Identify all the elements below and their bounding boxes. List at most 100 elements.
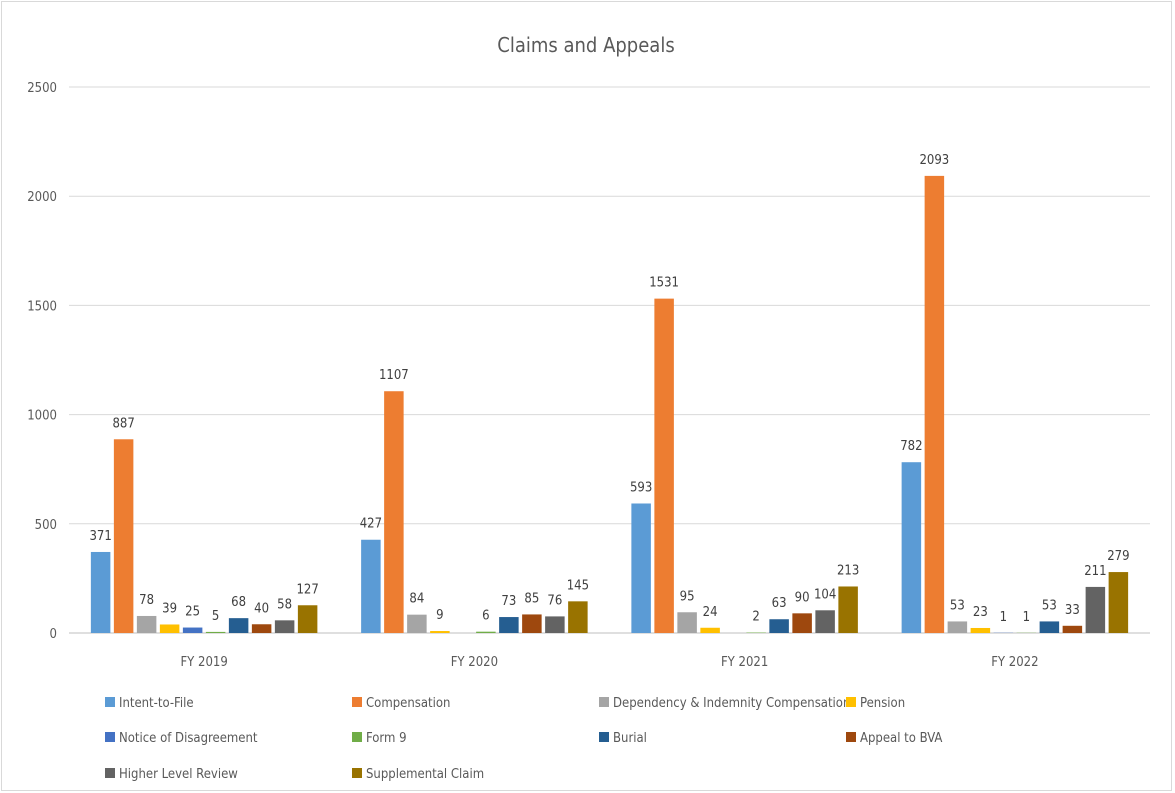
data-label: 84 <box>409 592 424 607</box>
legend-swatch <box>599 732 609 742</box>
legend-label: Supplemental Claim <box>366 767 484 782</box>
legend-swatch <box>846 732 856 742</box>
data-label: 85 <box>524 591 539 606</box>
y-tick-label: 500 <box>35 518 57 533</box>
bar <box>274 620 295 633</box>
data-label: 63 <box>772 596 787 611</box>
data-label: 279 <box>1107 549 1129 564</box>
bar <box>677 612 697 633</box>
bar <box>407 614 427 633</box>
legend-label: Pension <box>860 696 905 711</box>
bar <box>924 175 945 633</box>
bar <box>838 586 858 633</box>
bar <box>1039 621 1060 633</box>
legend-label: Notice of Disagreement <box>119 731 258 746</box>
legend-item: Dependency & Indemnity Compensation <box>599 696 850 711</box>
data-label: 145 <box>567 578 589 593</box>
data-label: 53 <box>1042 598 1057 613</box>
bar <box>361 539 381 633</box>
legend-item: Pension <box>846 696 905 711</box>
legend-item: Notice of Disagreement <box>105 731 258 746</box>
legend-item: Appeal to BVA <box>846 731 942 746</box>
legend: Intent-to-File Compensation Dependency & I… <box>105 696 942 782</box>
data-label: 5 <box>212 609 219 624</box>
chart-title: Claims and Appeals <box>497 33 674 57</box>
y-tick-label: 1000 <box>27 409 57 424</box>
bar <box>251 624 272 633</box>
bar <box>947 621 968 633</box>
data-label: 427 <box>360 517 382 532</box>
legend-swatch <box>846 697 856 707</box>
legend-label: Burial <box>613 731 647 746</box>
legend-item: Intent-to-File <box>105 696 194 711</box>
data-label: 2093 <box>919 153 949 168</box>
legend-item: Compensation <box>352 696 450 711</box>
data-label: 25 <box>185 605 200 620</box>
bar <box>545 616 565 633</box>
bar <box>970 627 991 633</box>
y-axis: 0 500 1000 1500 2000 2500 <box>27 81 57 642</box>
data-label: 58 <box>277 597 292 612</box>
legend-swatch <box>105 732 115 742</box>
data-label: 76 <box>547 593 562 608</box>
bar <box>297 605 318 633</box>
y-tick-label: 1500 <box>27 299 57 314</box>
data-label: 73 <box>501 594 516 609</box>
data-label: 1107 <box>379 368 409 383</box>
y-tick-label: 0 <box>50 627 57 642</box>
bar <box>568 601 588 633</box>
x-axis: FY 2019 FY 2020 FY 2021 FY 2022 <box>180 655 1038 670</box>
bar <box>430 631 450 633</box>
legend-label: Higher Level Review <box>119 767 238 782</box>
bar <box>205 631 226 633</box>
bar <box>136 615 157 633</box>
data-label: 6 <box>482 609 489 624</box>
legend-swatch <box>105 768 115 778</box>
data-label: 9 <box>436 608 443 623</box>
data-label: 127 <box>296 582 318 597</box>
y-tick-label: 2000 <box>27 190 57 205</box>
data-label: 1531 <box>649 276 679 291</box>
bar <box>522 614 542 633</box>
bar <box>631 503 651 633</box>
x-tick-label: FY 2021 <box>721 655 768 670</box>
bar <box>769 619 789 633</box>
bar <box>182 627 203 633</box>
bar <box>228 618 249 633</box>
legend-label: Appeal to BVA <box>860 731 942 746</box>
data-label: 1 <box>1023 610 1030 625</box>
y-tick-label: 2500 <box>27 81 57 96</box>
legend-swatch <box>352 732 362 742</box>
legend-item: Supplemental Claim <box>352 767 484 782</box>
legend-item: Form 9 <box>352 731 407 746</box>
bar <box>1062 625 1083 633</box>
data-label: 24 <box>703 605 718 620</box>
bar <box>384 391 404 633</box>
data-label: 68 <box>231 595 246 610</box>
data-label: 593 <box>630 480 652 495</box>
bar <box>476 631 496 633</box>
legend-item: Burial <box>599 731 647 746</box>
data-label: 53 <box>950 598 965 613</box>
bar <box>90 551 111 633</box>
bar <box>499 617 519 633</box>
legend-swatch <box>352 768 362 778</box>
data-label: 95 <box>680 589 695 604</box>
legend-swatch <box>599 697 609 707</box>
data-label: 23 <box>973 605 988 620</box>
data-label: 33 <box>1065 603 1080 618</box>
bar <box>654 298 674 633</box>
data-label: 39 <box>162 601 177 616</box>
data-labels: 371 887 78 39 25 5 68 40 58 127 427 1107 84 9 6 73 85 76 1… <box>89 153 1129 625</box>
x-tick-label: FY 2022 <box>991 655 1038 670</box>
bar <box>1108 572 1129 633</box>
x-tick-label: FY 2020 <box>451 655 498 670</box>
legend-label: Form 9 <box>366 731 407 746</box>
legend-label: Dependency & Indemnity Compensation <box>613 696 850 711</box>
data-label: 211 <box>1084 564 1106 579</box>
bar <box>901 462 922 633</box>
data-label: 213 <box>837 563 859 578</box>
data-label: 78 <box>139 593 154 608</box>
data-label: 1 <box>1000 610 1007 625</box>
